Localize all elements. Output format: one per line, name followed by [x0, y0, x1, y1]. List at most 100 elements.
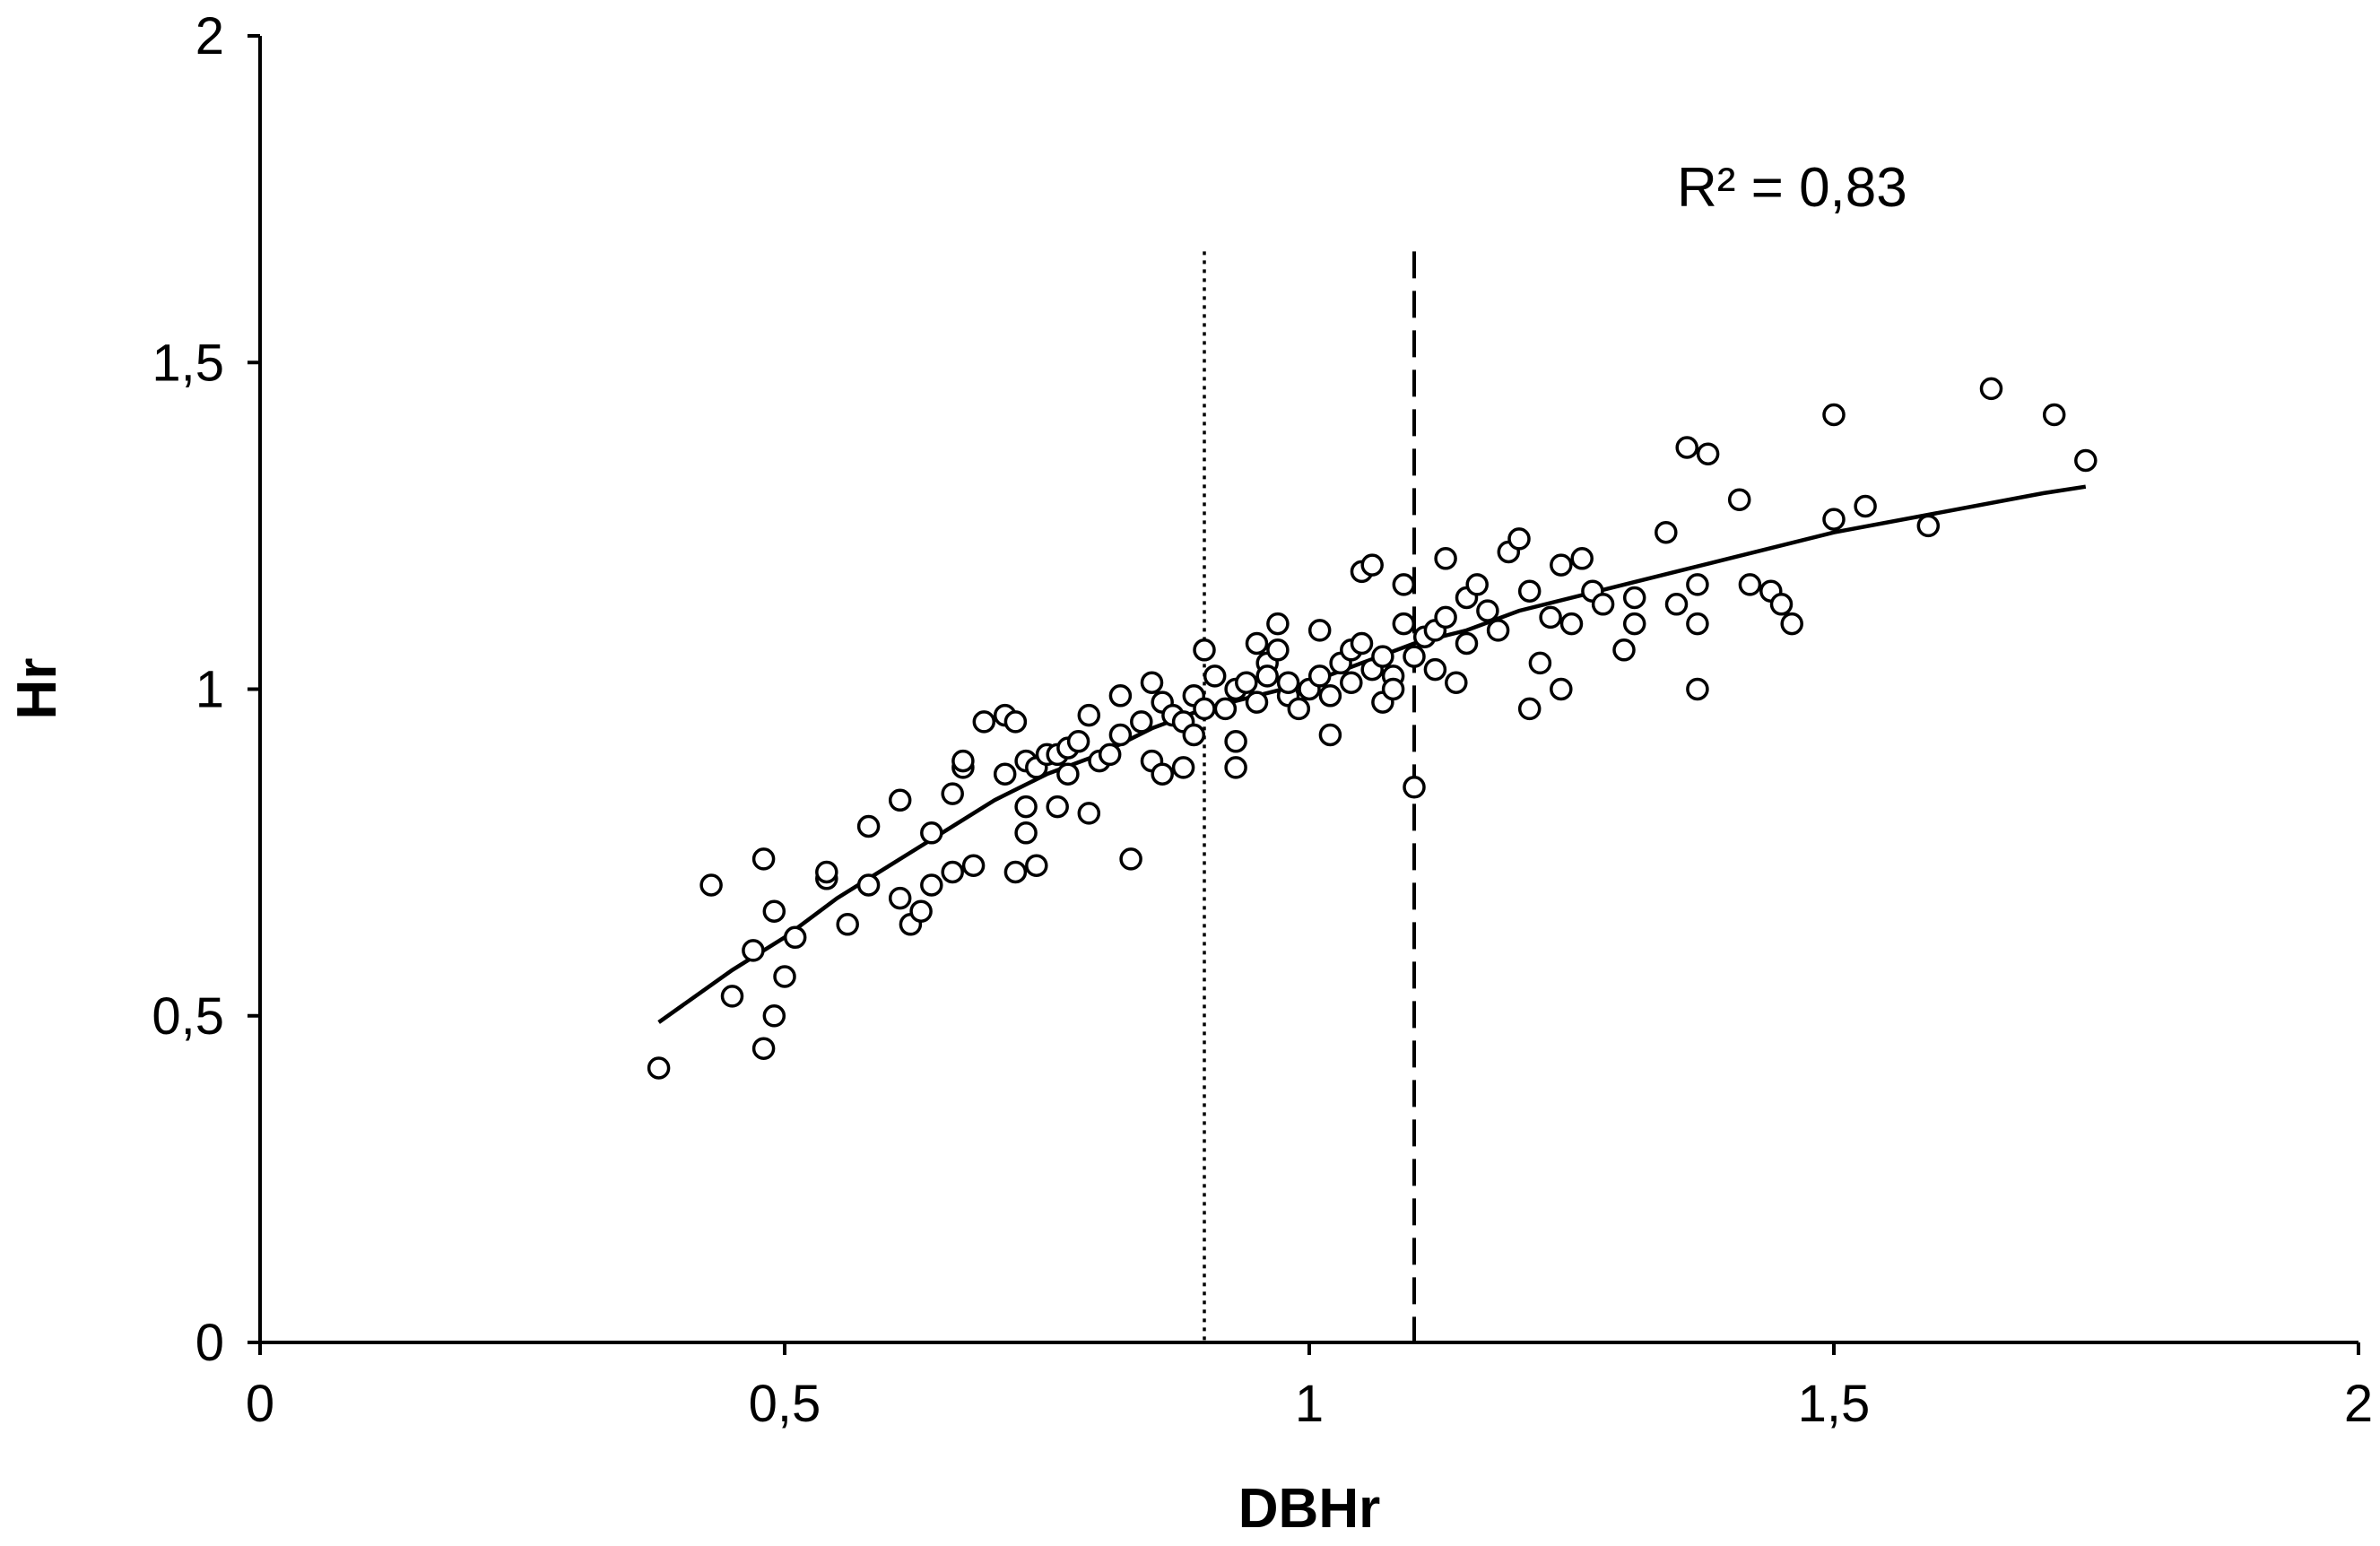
- data-point: [1151, 762, 1174, 786]
- data-point: [1392, 612, 1416, 636]
- x-tick-label: 0,5: [749, 1375, 821, 1433]
- data-point: [1360, 553, 1384, 577]
- data-point: [1203, 664, 1227, 688]
- data-point: [1171, 756, 1195, 779]
- data-point: [1077, 802, 1101, 825]
- data-point: [1130, 710, 1153, 734]
- data-point: [1738, 573, 1762, 596]
- data-point: [1686, 612, 1709, 636]
- data-point: [941, 860, 964, 884]
- data-point: [762, 899, 786, 923]
- data-point: [1098, 743, 1122, 767]
- data-point: [836, 913, 859, 936]
- data-point: [1287, 697, 1311, 721]
- data-point: [1403, 776, 1426, 799]
- data-point: [1307, 619, 1332, 642]
- data-point: [1066, 730, 1090, 753]
- data-point: [1056, 762, 1080, 786]
- data-point: [1392, 573, 1416, 596]
- data-point: [1622, 612, 1646, 636]
- data-point: [1570, 547, 1594, 570]
- data-point: [1193, 697, 1216, 721]
- data-point: [1434, 547, 1457, 570]
- data-point: [1507, 527, 1531, 551]
- data-point: [773, 965, 796, 988]
- y-tick-label: 0,5: [152, 987, 224, 1046]
- data-point: [1916, 514, 1941, 538]
- data-point: [1318, 723, 1342, 747]
- data-point: [1486, 619, 1510, 642]
- y-tick-label: 0: [195, 1314, 224, 1372]
- r-squared-annotation: R² = 0,83: [1677, 157, 1907, 219]
- data-point: [2042, 403, 2066, 427]
- data-point: [1224, 756, 1247, 779]
- data-point: [951, 749, 975, 773]
- data-point: [920, 821, 943, 845]
- data-point: [1108, 684, 1133, 708]
- data-point: [1119, 847, 1142, 871]
- data-point: [1193, 638, 1216, 662]
- data-point: [1780, 612, 1803, 636]
- data-point: [888, 886, 912, 910]
- data-point: [1445, 671, 1468, 694]
- data-point: [1077, 703, 1101, 727]
- data-point: [1822, 403, 1846, 427]
- data-point: [815, 860, 838, 884]
- data-point: [1235, 671, 1258, 694]
- data-point: [751, 847, 776, 871]
- data-point: [1266, 612, 1290, 636]
- data-point: [699, 873, 723, 897]
- ticks: 0 0,5 1 1,5 2 0 0,5 1 1,5 2: [152, 7, 2373, 1433]
- data-point: [856, 873, 881, 897]
- y-tick-label: 2: [195, 7, 224, 65]
- data-point: [1140, 671, 1164, 694]
- data-point: [1423, 657, 1447, 682]
- data-point: [1591, 593, 1615, 616]
- x-tick-label: 1,5: [1798, 1375, 1871, 1433]
- data-point: [1182, 723, 1206, 747]
- data-point: [1003, 710, 1028, 734]
- data-point: [1854, 494, 1877, 518]
- data-point: [1255, 664, 1279, 688]
- data-point: [2074, 448, 2098, 473]
- data-point: [1517, 697, 1542, 721]
- plot-area: [647, 251, 2098, 1342]
- data-point: [1622, 586, 1646, 610]
- data-point: [1350, 631, 1374, 656]
- data-point: [1769, 593, 1794, 616]
- data-point: [1655, 520, 1678, 544]
- data-point: [1213, 697, 1238, 721]
- data-point: [1979, 377, 2003, 401]
- data-point: [783, 925, 807, 950]
- x-tick-label: 2: [2344, 1375, 2373, 1433]
- data-point: [1517, 579, 1542, 603]
- data-point: [647, 1056, 671, 1080]
- data-point: [1245, 690, 1269, 714]
- x-tick-label: 1: [1295, 1375, 1324, 1433]
- data-point: [1403, 645, 1426, 668]
- data-point: [751, 1037, 776, 1060]
- data-point: [1465, 573, 1489, 596]
- x-axis-title: DBHr: [1238, 1478, 1380, 1540]
- data-point: [1612, 638, 1636, 662]
- data-point: [1307, 664, 1332, 688]
- data-point: [1528, 651, 1552, 675]
- data-point: [1822, 508, 1846, 531]
- data-point: [941, 782, 964, 805]
- data-point: [1664, 593, 1689, 616]
- data-point: [1371, 645, 1394, 668]
- data-point: [993, 762, 1017, 786]
- data-point: [1224, 730, 1247, 753]
- data-point: [1266, 638, 1290, 662]
- data-point: [1318, 684, 1342, 708]
- data-point: [1686, 573, 1709, 596]
- data-point: [1003, 860, 1028, 884]
- data-point: [1014, 795, 1038, 819]
- data-point: [1046, 795, 1069, 819]
- data-point: [1276, 671, 1300, 694]
- y-tick-label: 1,5: [152, 334, 224, 392]
- data-point: [1550, 553, 1573, 577]
- data-point: [1014, 821, 1038, 845]
- data-point: [856, 814, 881, 838]
